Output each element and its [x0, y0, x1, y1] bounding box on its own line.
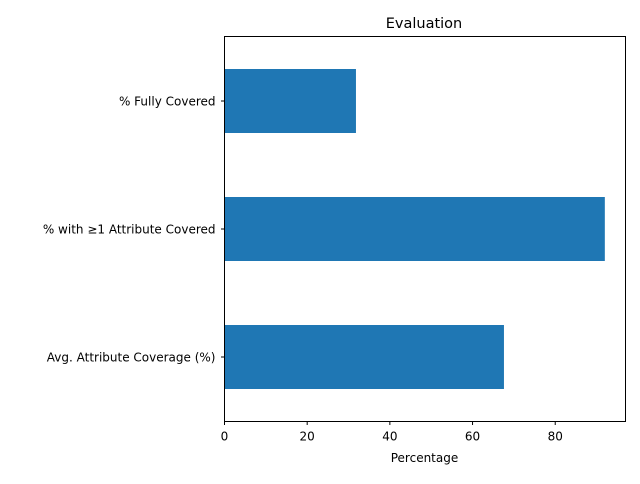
bar-2 [224, 325, 504, 389]
bar-1 [224, 197, 605, 261]
chart-title: Evaluation [386, 16, 463, 32]
y-tick-label-1: % with ≥1 Attribute Covered [43, 223, 216, 237]
x-tick-label-1: 20 [300, 430, 315, 444]
y-axis: % Fully Covered % with ≥1 Attribute Cover… [43, 95, 225, 365]
x-axis-label: Percentage [391, 451, 459, 465]
y-tick-label-2: Avg. Attribute Coverage (%) [47, 351, 216, 365]
x-tick-label-2: 40 [382, 430, 397, 444]
bars-layer [224, 69, 605, 389]
x-tick-label-3: 60 [465, 430, 480, 444]
plot-frame [224, 36, 626, 422]
x-axis: 0 20 40 60 80 [221, 421, 563, 444]
x-tick-label-4: 80 [548, 430, 563, 444]
y-tick-label-0: % Fully Covered [119, 95, 216, 109]
bar-0 [224, 69, 356, 133]
x-tick-label-0: 0 [221, 430, 229, 444]
